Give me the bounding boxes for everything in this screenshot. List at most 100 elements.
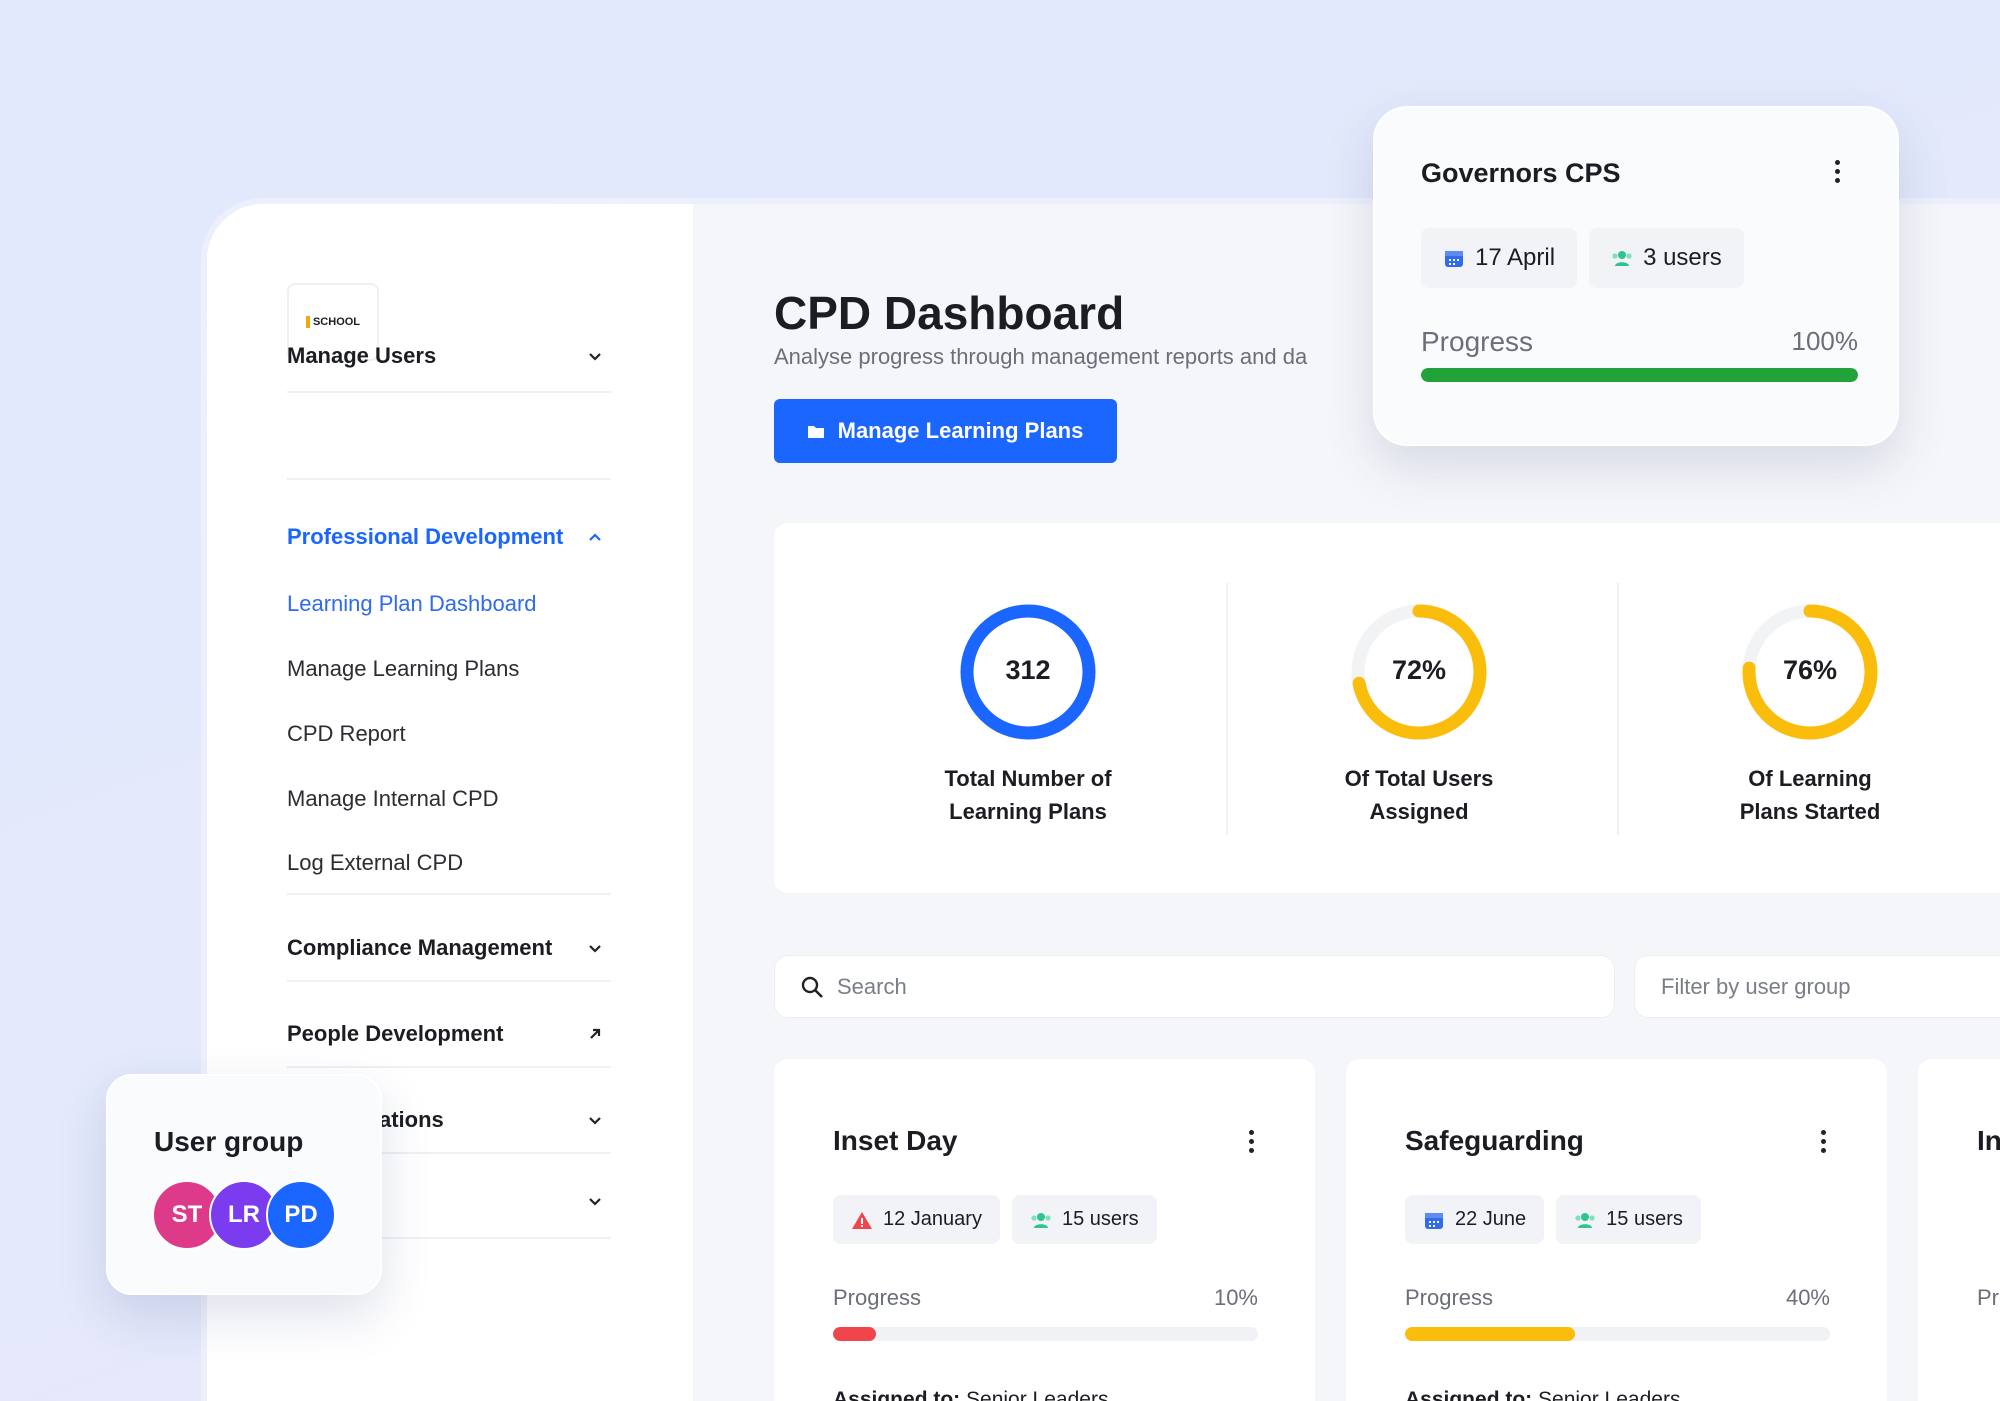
stat-caption: Total Number of [944,766,1112,791]
stat-caption: Plans Started [1739,799,1881,824]
plan-title: In [1977,1125,2000,1156]
stats-card: 312 Total Number of Learning Plans 72% Of To… [774,523,2000,893]
more-button[interactable] [1821,1130,1827,1157]
dot [1835,178,1840,183]
dot [1821,1130,1826,1135]
subnav-item[interactable]: Log External CPD [287,850,464,875]
governors-card: Governors CPS 17 April 3 users Progress 100% [1373,106,1899,446]
main: CPD Dashboard Analyse progress through m… [693,204,2000,1401]
chip-row: 17 April 3 users [1421,228,1744,288]
search-icon [801,976,823,998]
nav-item[interactable]: Manage Users [287,343,437,368]
progress-value: 100% [1791,326,1859,356]
filter-select[interactable]: Filter by user group [1634,955,2000,1018]
ring-arc [960,604,1096,740]
user-group-card: User group ST LR PD [106,1074,382,1295]
page-title: CPD Dashboard [774,287,1125,339]
progress-track [833,1327,1258,1341]
progress-bar [1421,368,1858,382]
logo: SCHOOL [287,283,379,361]
search-box[interactable]: Search [774,955,1615,1018]
chevron-path [589,1117,601,1125]
stat-value: 312 [1005,655,1051,685]
avatar: PD [266,1180,336,1250]
date-text: 12 January [883,1208,982,1230]
stat-caption: Assigned [1369,799,1469,824]
chevron-icon [589,1198,601,1206]
stat-value: 72% [1391,655,1447,685]
dot [1821,1148,1826,1153]
subnav-item[interactable]: Learning Plan Dashboard [287,591,537,616]
manage-plans-button[interactable]: Manage Learning Plans [774,399,1117,463]
users-text: 15 users [1606,1208,1683,1230]
ring-arc [1351,604,1487,740]
chevron-path [589,353,601,361]
chevron-path [589,1198,601,1206]
stat-ring [1742,604,1878,740]
governors-title: Governors CPS [1421,158,1621,188]
stat-ring [1351,604,1487,740]
nav-item[interactable]: Compliance Management [287,935,553,960]
nav-separator [287,980,611,982]
plan-title: Safeguarding [1405,1125,1584,1156]
dot [1249,1139,1254,1144]
plan-title: Inset Day [833,1125,958,1156]
nav-separator [287,1066,611,1068]
nav-item[interactable]: Professional Development [287,524,564,549]
nav-item[interactable]: ations [379,1107,444,1132]
button-label: Manage Learning Plans [837,418,1084,443]
stat-divider [1226,583,1228,835]
chevron-path [589,945,601,953]
subnav-item[interactable]: Manage Internal CPD [287,786,499,811]
more-button[interactable] [1835,160,1841,187]
assigned-value: Senior Leaders [1538,1388,1681,1401]
nav-item[interactable]: People Development [287,1021,504,1046]
users-icon [1575,1212,1595,1228]
date-chip: 12 January [833,1195,1000,1244]
stat-caption: Learning Plans [949,799,1107,824]
chevron-icon [589,945,601,953]
calendar-icon [1445,251,1463,267]
subnav-item[interactable]: CPD Report [287,721,406,746]
assigned-line: Assigned to: Senior Leaders [833,1388,1108,1401]
users-icon [1031,1212,1051,1228]
page-subtitle: Analyse progress through management repo… [774,344,1308,369]
assigned-line: Assigned to: Senior Leaders [1405,1388,1680,1401]
progress-track [1421,368,1858,382]
nav-separator [287,1152,611,1154]
chip-row: 12 January 15 users [833,1195,1157,1244]
more-button[interactable] [1249,1130,1255,1157]
user-group-title: User group [154,1126,304,1157]
stat-caption: Of Total Users [1344,766,1494,791]
search-placeholder: Search [837,973,907,999]
ring-arc [1742,604,1878,740]
nav-separator [287,478,611,480]
chevron-icon [589,1117,601,1125]
users-text: 15 users [1061,1208,1139,1230]
progress-value: 10% [1213,1285,1258,1310]
filter-placeholder: Filter by user group [1661,973,1851,999]
assigned-value: Senior Leaders [966,1388,1109,1401]
progress-label: Progress [833,1285,922,1310]
date-text: 22 June [1455,1208,1527,1230]
chevron-icon [589,533,601,541]
progress-label: Progress [1421,326,1534,357]
stat-value: 76% [1782,655,1838,685]
date-text: 17 April [1475,244,1556,271]
dot [1835,160,1840,165]
users-chip: 15 users [1556,1195,1701,1244]
users-chip: 15 users [1011,1195,1157,1244]
plan-card: Inset Day 12 January 15 users Progress 10% As… [774,1059,1315,1401]
subnav-item[interactable]: Manage Learning Plans [287,656,520,681]
chip-row: 22 June 15 users [1405,1195,1701,1244]
chevron-icon [590,1028,601,1039]
stat-divider [1617,583,1619,835]
users-text: 3 users [1643,244,1722,271]
nav-separator [287,1237,611,1239]
nav-separator [287,391,611,393]
date-chip: 22 June [1405,1195,1545,1244]
chevron-path [590,1028,601,1039]
dot [1249,1130,1254,1135]
users-icon [1612,251,1632,266]
